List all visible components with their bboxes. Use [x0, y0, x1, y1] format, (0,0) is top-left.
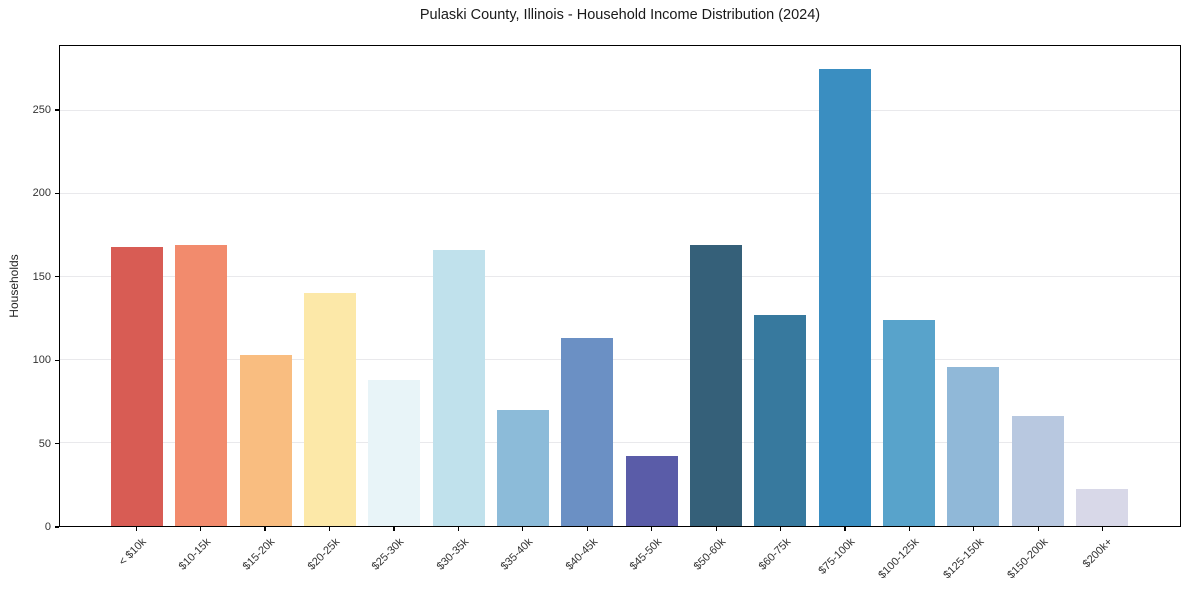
- x-tick-mark: [393, 527, 395, 531]
- bar-slot: [555, 46, 619, 526]
- bar-slot: [812, 46, 876, 526]
- bar: [239, 354, 292, 526]
- x-tick-label: $125-150k: [941, 536, 987, 582]
- x-tick-label: $45-50k: [627, 536, 665, 573]
- x-tick-mark: [779, 527, 782, 531]
- x-tick-mark: [200, 527, 202, 531]
- x-tick-label: $20-25k: [305, 536, 343, 573]
- bar: [561, 338, 614, 526]
- bar-slot: [941, 46, 1005, 526]
- x-tick-label: $10-15k: [176, 536, 214, 573]
- y-tick-mark: [55, 359, 59, 361]
- bar-slot: [748, 46, 812, 526]
- gridline: [60, 275, 1180, 277]
- bar-slot: [1005, 46, 1069, 526]
- x-tick-label: $30-35k: [434, 536, 471, 573]
- x-tick-label: $60-75k: [756, 536, 794, 573]
- bars-row: [60, 46, 1180, 526]
- y-tick-label: 250: [32, 104, 51, 117]
- bar: [882, 320, 935, 526]
- x-tick-mark: [715, 527, 717, 531]
- bar-slot: [427, 46, 491, 526]
- x-tick-mark: [264, 527, 266, 531]
- bar: [304, 293, 357, 526]
- x-tick-mark: [457, 527, 459, 531]
- x-tick-label: < $10k: [116, 536, 149, 569]
- y-tick-label: 50: [38, 437, 51, 450]
- x-tick-mark: [586, 527, 588, 531]
- bar: [368, 379, 421, 526]
- x-tick-mark: [1037, 527, 1039, 531]
- bar-slot: [362, 46, 426, 526]
- plot-area: [59, 45, 1181, 527]
- gridline: [60, 358, 1180, 360]
- x-tick-label: $50-60k: [692, 536, 729, 573]
- gridline: [60, 441, 1180, 443]
- gridline: [60, 109, 1180, 111]
- y-tick-mark: [55, 109, 59, 111]
- y-tick-mark: [55, 526, 59, 528]
- bar: [1075, 489, 1128, 526]
- x-tick-label: $100-125k: [876, 536, 922, 582]
- bar: [947, 366, 1000, 526]
- x-tick-mark: [1102, 527, 1104, 531]
- x-tick-mark: [135, 527, 137, 531]
- x-tick-label: $75-100k: [816, 536, 858, 577]
- bar-slot: [105, 46, 169, 526]
- chart-title: Pulaski County, Illinois - Household Inc…: [419, 7, 821, 23]
- bar-slot: [234, 46, 298, 526]
- y-tick-mark: [55, 276, 59, 278]
- bar: [818, 69, 871, 526]
- y-tick-label: 0: [44, 521, 51, 533]
- x-axis: < $10k $10-15k $15-20k $20-25k $25-30k $30-35…: [59, 527, 1181, 589]
- x-tick-label: $40-45k: [563, 536, 600, 573]
- bar-slot: [877, 46, 941, 526]
- gridline: [60, 192, 1180, 194]
- bar-slot: [169, 46, 233, 526]
- bar: [497, 409, 550, 526]
- x-tick-mark: [973, 527, 975, 531]
- bar: [689, 245, 742, 526]
- bar: [625, 456, 678, 526]
- y-tick-mark: [55, 192, 59, 195]
- bar: [754, 315, 807, 526]
- bar: [1011, 416, 1064, 526]
- bar: [432, 250, 485, 526]
- x-tick-label: $200k+: [1081, 536, 1116, 571]
- x-tick-label: $150-200k: [1005, 536, 1051, 582]
- y-tick-label: 200: [32, 187, 51, 200]
- x-tick-label: $25-30k: [369, 536, 407, 573]
- x-tick-mark: [522, 527, 524, 531]
- bar-slot: [684, 46, 748, 526]
- y-tick-label: 150: [32, 270, 51, 283]
- y-axis: 0 50 100 150 200 250: [0, 45, 59, 533]
- bar-slot: [1070, 46, 1134, 526]
- x-tick-label: $15-20k: [240, 536, 278, 573]
- bar-slot: [491, 46, 555, 526]
- x-tick-mark: [651, 527, 653, 531]
- x-tick-mark: [844, 527, 846, 531]
- x-tick-mark: [908, 527, 911, 531]
- x-tick-label: $35-40k: [498, 536, 536, 573]
- bar: [175, 245, 228, 526]
- bar-slot: [298, 46, 362, 526]
- y-tick-mark: [55, 443, 59, 445]
- bar-slot: [620, 46, 684, 526]
- bar: [111, 246, 164, 526]
- y-tick-label: 100: [32, 354, 51, 367]
- x-tick-mark: [328, 527, 331, 531]
